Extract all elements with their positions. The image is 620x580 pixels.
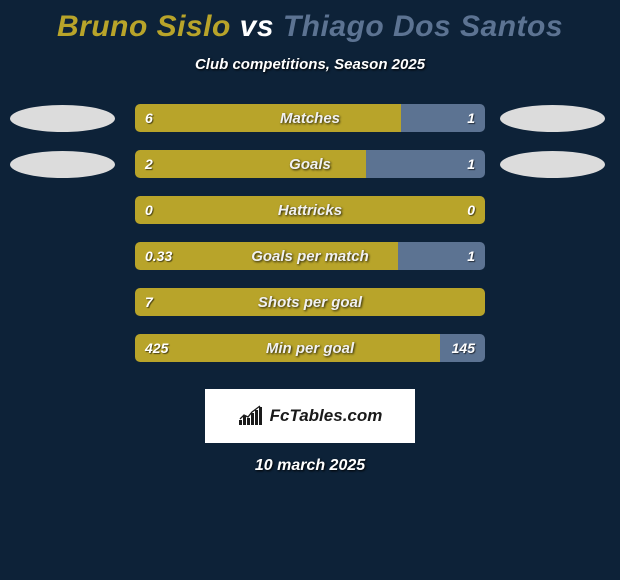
chart-area: 61Matches21Goals00Hattricks0.331Goals pe… — [0, 101, 620, 377]
bar-left-fill — [135, 334, 440, 362]
left-value: 425 — [135, 334, 178, 362]
bar-left-fill — [135, 288, 485, 316]
bar-track: 00Hattricks — [135, 196, 485, 224]
subtitle: Club competitions, Season 2025 — [0, 56, 620, 73]
stat-row: 61Matches — [0, 101, 620, 147]
page-title: Bruno Sislo vs Thiago Dos Santos — [0, 0, 620, 44]
logo-text: FcTables.com — [270, 406, 383, 426]
logo-bars-icon — [238, 405, 264, 427]
bar-track: 425145Min per goal — [135, 334, 485, 362]
bar-left-fill — [135, 150, 366, 178]
date: 10 march 2025 — [0, 457, 620, 475]
player2-name: Thiago Dos Santos — [283, 10, 563, 43]
vs-text: vs — [240, 10, 274, 43]
bar-track: 0.331Goals per match — [135, 242, 485, 270]
left-value: 7 — [135, 288, 163, 316]
player1-avatar — [10, 105, 115, 132]
bar-track: 21Goals — [135, 150, 485, 178]
comparison-infographic: Bruno Sislo vs Thiago Dos Santos Club co… — [0, 0, 620, 580]
right-value: 1 — [457, 150, 485, 178]
stat-row: 0.331Goals per match — [0, 239, 620, 285]
left-value: 6 — [135, 104, 163, 132]
stat-row: 21Goals — [0, 147, 620, 193]
left-value: 2 — [135, 150, 163, 178]
player1-name: Bruno Sislo — [57, 10, 231, 43]
bar-left-fill — [135, 196, 485, 224]
left-value: 0.33 — [135, 242, 182, 270]
right-value — [465, 288, 485, 316]
bar-track: 7Shots per goal — [135, 288, 485, 316]
right-value: 1 — [457, 104, 485, 132]
left-value: 0 — [135, 196, 163, 224]
right-value: 0 — [457, 196, 485, 224]
player1-avatar — [10, 151, 115, 178]
logo-box: FcTables.com — [205, 389, 415, 443]
right-value: 145 — [442, 334, 485, 362]
bar-left-fill — [135, 104, 401, 132]
player2-avatar — [500, 105, 605, 132]
stat-row: 425145Min per goal — [0, 331, 620, 377]
stat-row: 00Hattricks — [0, 193, 620, 239]
bar-track: 61Matches — [135, 104, 485, 132]
right-value: 1 — [457, 242, 485, 270]
player2-avatar — [500, 151, 605, 178]
stat-row: 7Shots per goal — [0, 285, 620, 331]
